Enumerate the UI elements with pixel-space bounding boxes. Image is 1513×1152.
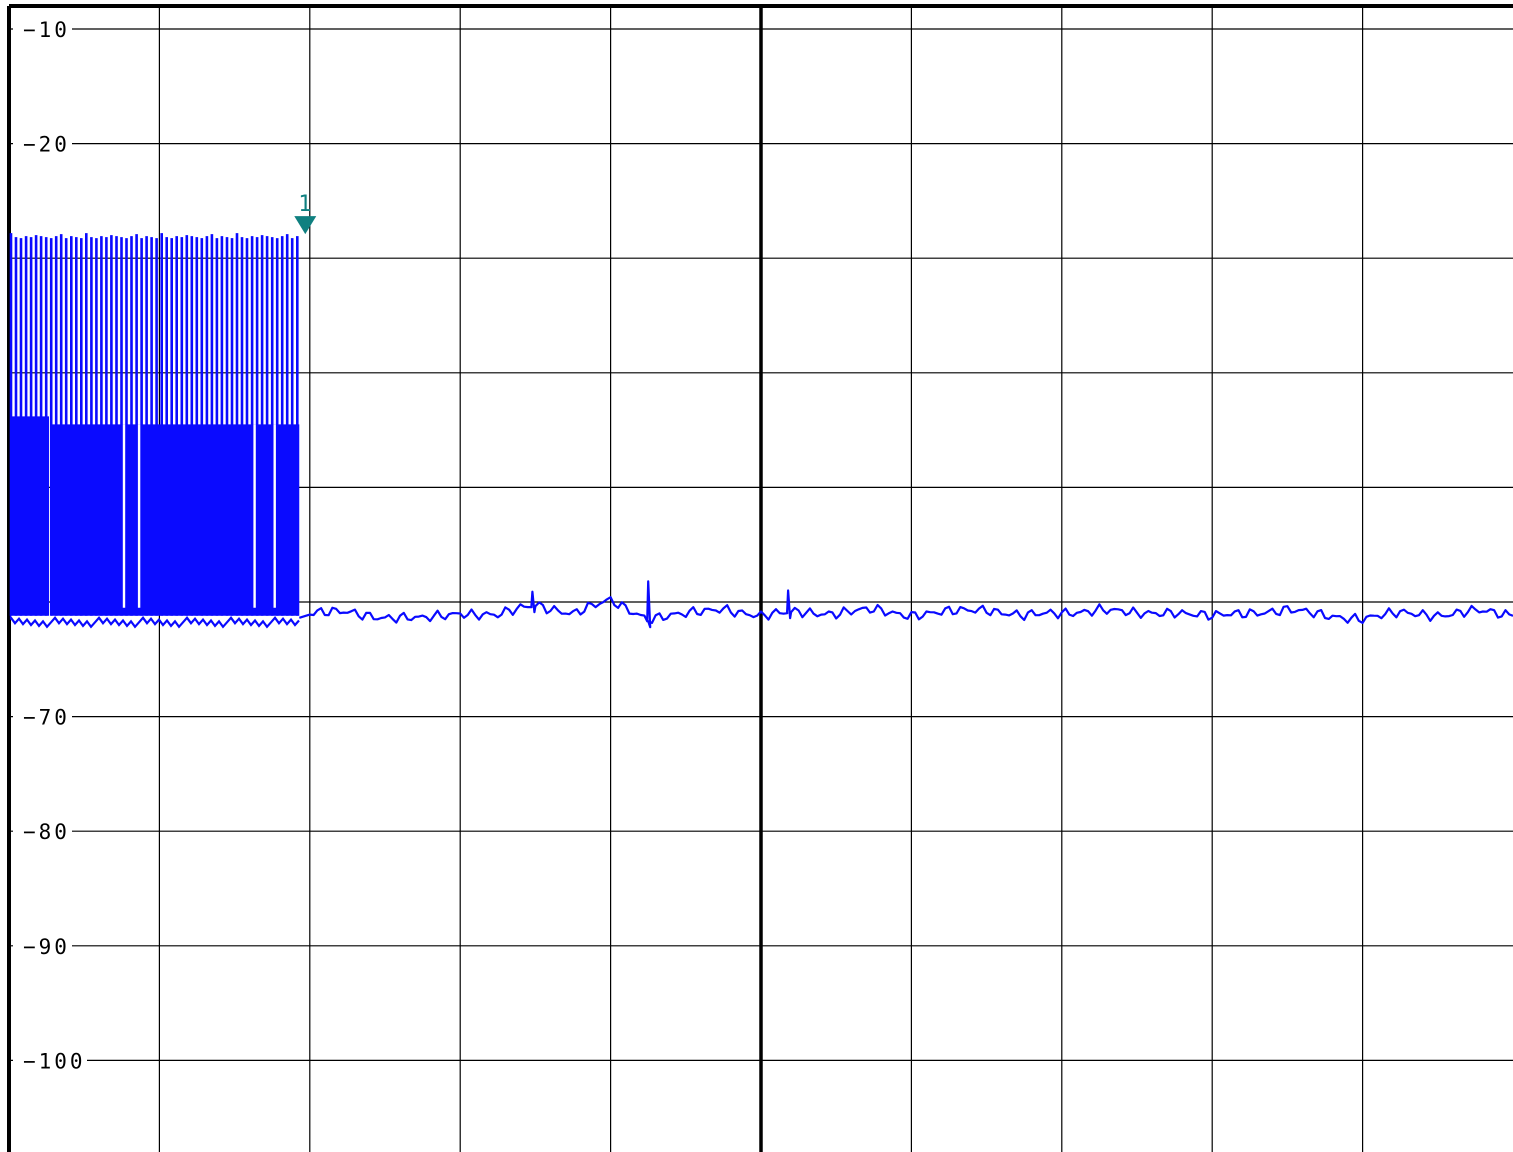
marker-1: 1 [294, 192, 317, 235]
burst-gap [121, 424, 126, 608]
marker-triangle-icon [294, 216, 317, 235]
tick-label-bg [13, 703, 72, 730]
burst-spikes [9, 233, 299, 616]
y-tick-label: −80 [23, 820, 70, 844]
y-tick-label: −20 [23, 133, 70, 157]
burst-gap [251, 424, 256, 608]
y-tick-label: −10 [23, 18, 70, 42]
tick-label-bg [13, 1047, 87, 1074]
noise-floor-line [298, 580, 1513, 629]
marker-label: 1 [298, 192, 311, 217]
tick-label-bg [13, 16, 72, 42]
y-tick-label: −70 [23, 706, 70, 730]
y-tick-label: −100 [23, 1049, 86, 1073]
tick-label-bg [13, 130, 72, 157]
tick-label-bg [13, 932, 72, 959]
trace [9, 233, 1513, 629]
y-tick-label: −90 [23, 935, 70, 959]
burst-gap [136, 424, 141, 608]
burst-baseline [9, 614, 300, 629]
y-tick-labels: −10−20−70−80−90−100−110 [13, 16, 87, 1074]
tick-label-bg [13, 818, 72, 845]
burst-gap [273, 424, 278, 608]
